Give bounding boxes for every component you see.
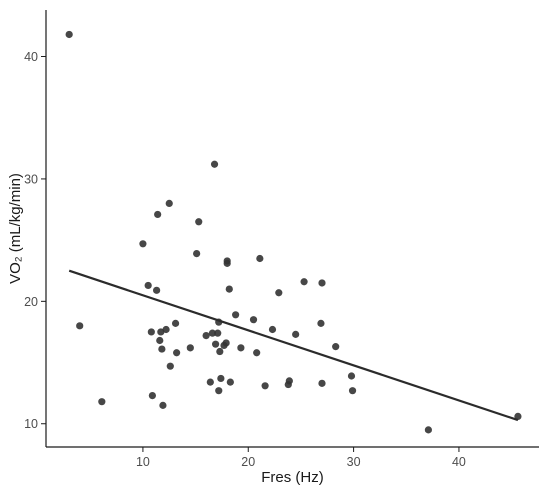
- data-point: [195, 218, 203, 226]
- data-point: [210, 160, 219, 168]
- data-point: [348, 387, 357, 395]
- regression-line: [68, 269, 519, 422]
- data-point: [208, 329, 217, 337]
- data-point: [226, 378, 234, 386]
- data-point: [214, 329, 222, 337]
- data-points: [65, 30, 522, 434]
- data-point: [212, 340, 220, 348]
- data-point: [154, 210, 162, 219]
- data-point: [261, 382, 269, 390]
- y-ticks: 10 20 30 40: [24, 50, 46, 431]
- data-point: [268, 325, 277, 334]
- data-point: [514, 412, 522, 420]
- data-point: [186, 344, 194, 352]
- data-point: [424, 426, 432, 434]
- data-point: [166, 362, 174, 370]
- data-point: [148, 391, 156, 400]
- data-point: [237, 344, 245, 352]
- x-tick-label: 40: [452, 455, 466, 469]
- x-axis-title: Fres (Hz): [261, 469, 324, 486]
- data-point: [216, 347, 224, 356]
- data-point: [215, 387, 223, 395]
- data-point: [98, 398, 106, 406]
- y-tick-label: 20: [24, 295, 38, 309]
- data-point: [318, 379, 326, 387]
- data-point: [193, 249, 201, 258]
- data-point: [206, 378, 214, 386]
- data-point: [144, 281, 152, 290]
- y-tick-label: 10: [24, 417, 38, 431]
- data-point: [222, 339, 230, 347]
- data-point: [232, 311, 240, 319]
- y-tick-label: 40: [24, 50, 38, 64]
- x-ticks: 10 20 30 40: [136, 447, 466, 469]
- data-point: [147, 328, 155, 336]
- data-point: [139, 240, 147, 248]
- data-point: [225, 285, 233, 293]
- data-point: [249, 316, 258, 324]
- data-point: [156, 336, 164, 345]
- data-point: [76, 322, 84, 330]
- data-point: [173, 349, 181, 357]
- data-point: [153, 286, 161, 294]
- data-point: [202, 332, 210, 340]
- data-point: [162, 325, 170, 334]
- x-tick-label: 30: [347, 455, 361, 469]
- data-point: [275, 289, 283, 297]
- data-point: [318, 279, 326, 287]
- data-point: [223, 259, 231, 267]
- data-point: [347, 372, 356, 380]
- x-tick-label: 10: [136, 455, 150, 469]
- data-point: [65, 30, 73, 39]
- data-point: [171, 319, 180, 327]
- data-point: [253, 349, 261, 357]
- data-point: [159, 401, 167, 409]
- data-point: [158, 345, 166, 353]
- axes: [45, 10, 539, 448]
- data-point: [292, 330, 300, 338]
- data-point: [256, 254, 264, 263]
- data-point: [165, 199, 173, 208]
- data-point: [332, 343, 340, 351]
- y-tick-label: 30: [24, 172, 38, 186]
- data-point: [285, 377, 293, 385]
- y-axis-title: VO₂ (mL/kg/min): [7, 173, 24, 284]
- data-point: [300, 278, 308, 286]
- x-tick-label: 20: [241, 455, 255, 469]
- data-point: [217, 374, 225, 383]
- data-point: [317, 319, 325, 327]
